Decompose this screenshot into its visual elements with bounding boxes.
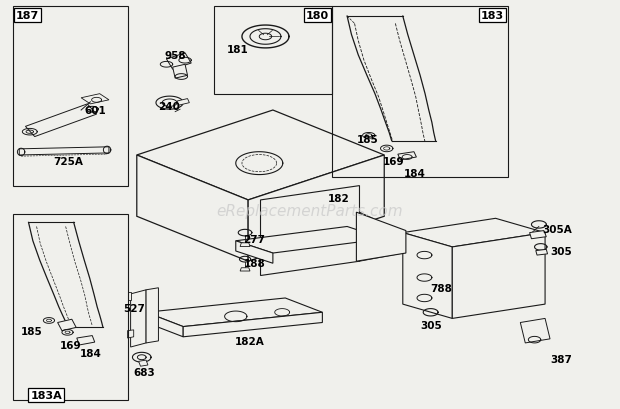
- Polygon shape: [128, 292, 131, 300]
- Polygon shape: [77, 336, 95, 345]
- Text: 958: 958: [165, 51, 186, 61]
- Bar: [214, 7, 332, 94]
- Bar: [13, 7, 128, 186]
- Bar: [332, 7, 508, 178]
- Polygon shape: [248, 155, 384, 262]
- Polygon shape: [240, 243, 250, 247]
- Text: 788: 788: [430, 283, 452, 293]
- Polygon shape: [81, 94, 109, 105]
- Text: 185: 185: [356, 134, 378, 144]
- Text: 182: 182: [327, 193, 349, 203]
- Polygon shape: [520, 319, 550, 343]
- Text: 182A: 182A: [234, 336, 264, 346]
- Text: 185: 185: [20, 326, 42, 336]
- Text: 184: 184: [404, 169, 426, 179]
- Text: 305A: 305A: [542, 224, 572, 234]
- Polygon shape: [236, 227, 384, 254]
- Polygon shape: [167, 54, 191, 70]
- Text: 387: 387: [550, 355, 572, 364]
- Polygon shape: [183, 312, 322, 337]
- Polygon shape: [529, 231, 546, 239]
- Polygon shape: [536, 250, 547, 256]
- Text: 305: 305: [420, 320, 442, 330]
- Text: 188: 188: [244, 258, 265, 269]
- Text: 187: 187: [16, 11, 40, 21]
- Polygon shape: [236, 241, 273, 264]
- Text: 683: 683: [134, 366, 156, 377]
- Polygon shape: [403, 219, 545, 247]
- Text: 169: 169: [60, 340, 81, 350]
- Text: 181: 181: [226, 45, 248, 54]
- Text: 184: 184: [80, 348, 102, 358]
- Polygon shape: [146, 298, 322, 327]
- Polygon shape: [260, 186, 360, 276]
- Bar: [13, 215, 128, 400]
- Polygon shape: [240, 268, 250, 271]
- Text: 183A: 183A: [30, 390, 62, 400]
- Polygon shape: [172, 65, 187, 79]
- Polygon shape: [398, 152, 417, 160]
- Polygon shape: [403, 233, 452, 319]
- Text: 601: 601: [84, 106, 106, 116]
- Text: eReplacementParts.com: eReplacementParts.com: [216, 203, 404, 218]
- Text: 183: 183: [480, 11, 504, 21]
- Polygon shape: [19, 147, 109, 155]
- Polygon shape: [137, 155, 248, 262]
- Text: 180: 180: [306, 11, 329, 21]
- Polygon shape: [137, 111, 384, 200]
- Polygon shape: [58, 319, 76, 331]
- Polygon shape: [131, 290, 146, 347]
- Polygon shape: [452, 233, 545, 319]
- Polygon shape: [177, 99, 189, 106]
- Text: 305: 305: [551, 246, 572, 256]
- Polygon shape: [139, 360, 148, 366]
- Text: 725A: 725A: [53, 157, 83, 167]
- Text: 240: 240: [158, 102, 180, 112]
- Polygon shape: [146, 312, 183, 337]
- Polygon shape: [146, 288, 159, 343]
- Text: 169: 169: [383, 157, 405, 167]
- Text: 277: 277: [243, 234, 265, 244]
- Polygon shape: [25, 105, 97, 137]
- Polygon shape: [128, 330, 134, 338]
- Polygon shape: [356, 213, 406, 262]
- Text: 527: 527: [123, 303, 145, 313]
